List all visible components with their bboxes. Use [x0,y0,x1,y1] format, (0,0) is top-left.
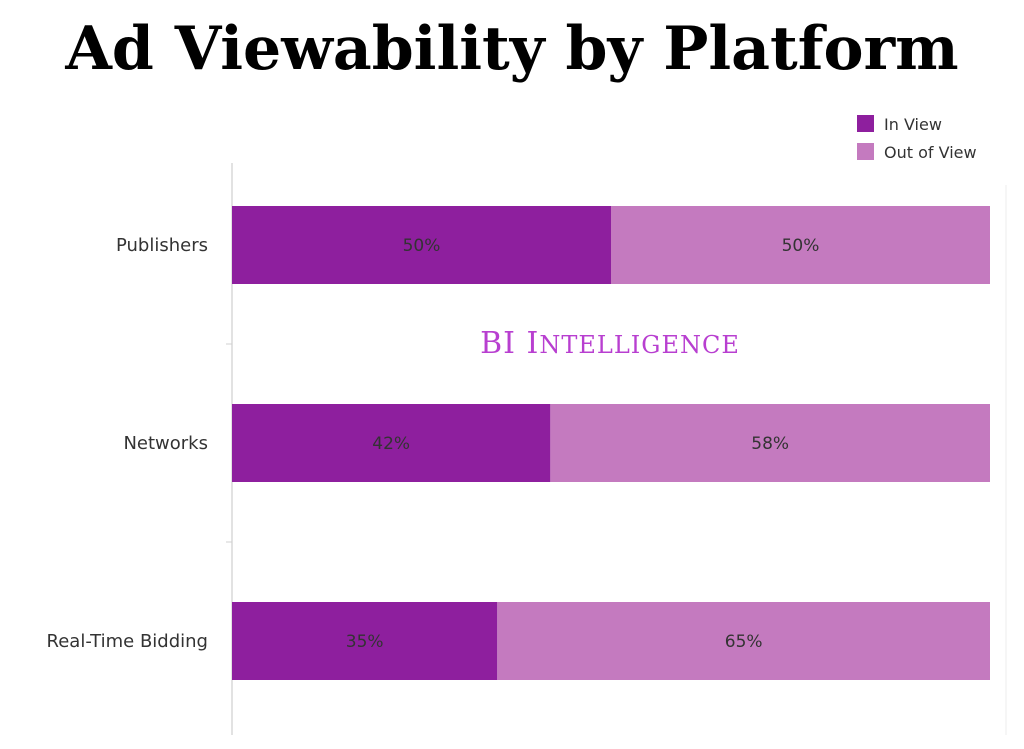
category-label: Publishers [116,235,208,256]
category-label: Networks [123,433,208,454]
bar-segment-in-view [232,206,611,284]
bar-segment-out-of-view [550,404,990,482]
data-label: 58% [751,434,789,454]
data-label: 42% [372,434,410,454]
legend-swatch [857,143,874,160]
data-label: 35% [346,632,384,652]
category-label: Real-Time Bidding [47,631,208,652]
data-label: 50% [403,236,441,256]
chart-title: Ad Viewability by Platform [65,14,959,84]
bar-segment-in-view [232,404,551,482]
bar-segment-out-of-view [497,602,990,680]
legend-label: Out of View [884,143,977,162]
data-label: 65% [725,632,763,652]
watermark-logo: BI INTELLIGENCE [480,326,740,361]
bar-segment-in-view [232,602,498,680]
legend-label: In View [884,115,942,134]
bar-segment-out-of-view [611,206,990,284]
legend-swatch [857,115,874,132]
data-label: 50% [782,236,820,256]
